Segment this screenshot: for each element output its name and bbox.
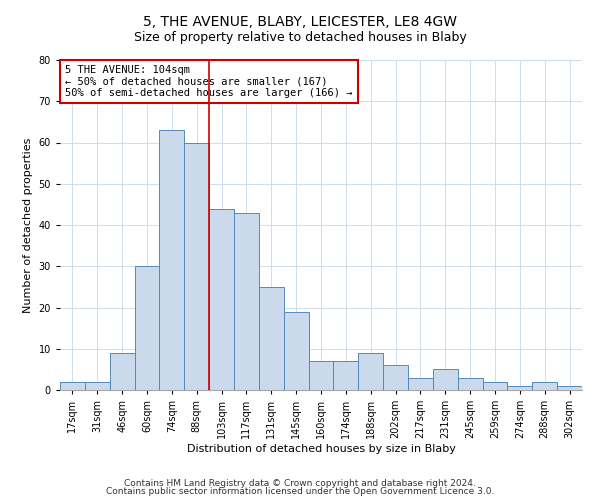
Bar [259, 287, 284, 390]
Bar [234, 212, 259, 390]
Bar [160, 130, 184, 390]
Bar [209, 208, 234, 390]
Bar [60, 382, 85, 390]
Bar [433, 370, 458, 390]
Text: 5 THE AVENUE: 104sqm
← 50% of detached houses are smaller (167)
50% of semi-deta: 5 THE AVENUE: 104sqm ← 50% of detached h… [65, 65, 353, 98]
Text: Size of property relative to detached houses in Blaby: Size of property relative to detached ho… [134, 31, 466, 44]
X-axis label: Distribution of detached houses by size in Blaby: Distribution of detached houses by size … [187, 444, 455, 454]
Y-axis label: Number of detached properties: Number of detached properties [23, 138, 33, 312]
Bar [284, 312, 308, 390]
Bar [110, 353, 134, 390]
Bar [334, 361, 358, 390]
Bar [134, 266, 160, 390]
Bar [482, 382, 508, 390]
Bar [557, 386, 582, 390]
Bar [532, 382, 557, 390]
Bar [508, 386, 532, 390]
Bar [408, 378, 433, 390]
Text: Contains public sector information licensed under the Open Government Licence 3.: Contains public sector information licen… [106, 487, 494, 496]
Bar [85, 382, 110, 390]
Bar [358, 353, 383, 390]
Bar [184, 142, 209, 390]
Bar [458, 378, 482, 390]
Bar [383, 365, 408, 390]
Text: 5, THE AVENUE, BLABY, LEICESTER, LE8 4GW: 5, THE AVENUE, BLABY, LEICESTER, LE8 4GW [143, 16, 457, 30]
Bar [308, 361, 334, 390]
Text: Contains HM Land Registry data © Crown copyright and database right 2024.: Contains HM Land Registry data © Crown c… [124, 478, 476, 488]
